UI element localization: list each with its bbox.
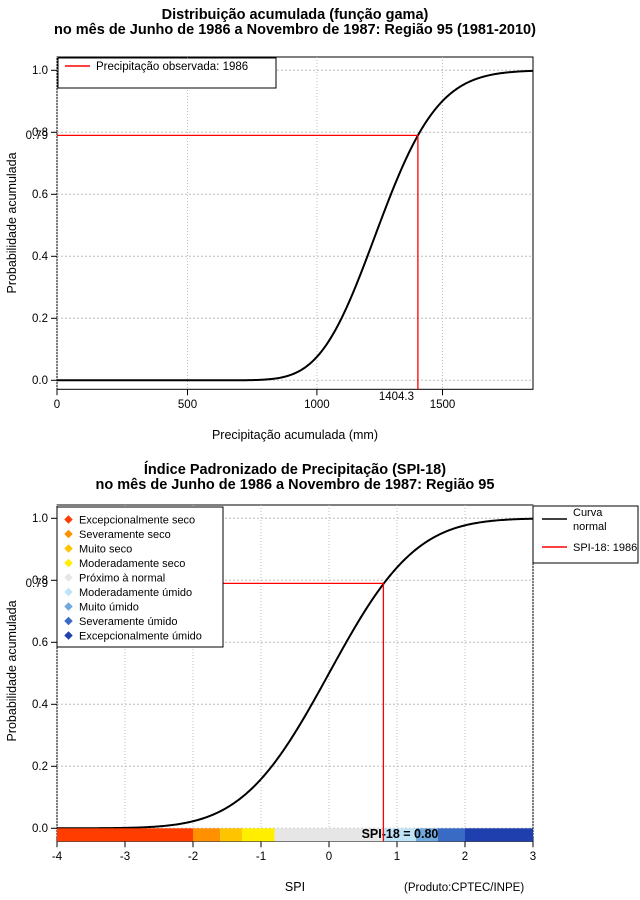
svg-text:Curva: Curva <box>573 507 603 519</box>
svg-text:0.0: 0.0 <box>32 823 48 835</box>
svg-text:Precipitação acumulada (mm): Precipitação acumulada (mm) <box>212 428 378 442</box>
svg-text:0.0: 0.0 <box>32 375 48 387</box>
svg-text:0.4: 0.4 <box>32 251 49 263</box>
svg-text:Excepcionalmente seco: Excepcionalmente seco <box>79 515 195 527</box>
svg-text:0.2: 0.2 <box>32 313 48 325</box>
svg-text:3: 3 <box>530 851 536 863</box>
svg-text:1: 1 <box>394 851 400 863</box>
svg-text:no mês de Junho de 1986 a Nove: no mês de Junho de 1986 a Novembro de 19… <box>96 477 495 493</box>
svg-text:(Produto:CPTEC/INPE): (Produto:CPTEC/INPE) <box>404 882 524 894</box>
svg-text:500: 500 <box>178 399 197 411</box>
svg-text:0.2: 0.2 <box>32 761 48 773</box>
svg-text:0.6: 0.6 <box>32 637 48 649</box>
svg-text:2: 2 <box>462 851 468 863</box>
svg-text:0.79: 0.79 <box>26 130 48 142</box>
svg-text:-1: -1 <box>256 851 266 863</box>
svg-text:Severamente seco: Severamente seco <box>79 529 171 541</box>
svg-text:Precipitação observada: 1986: Precipitação observada: 1986 <box>96 61 248 73</box>
svg-text:-3: -3 <box>120 851 130 863</box>
svg-text:Índice Padronizado de Precipit: Índice Padronizado de Precipitação (SPI-… <box>144 461 446 478</box>
svg-text:0: 0 <box>54 399 60 411</box>
svg-text:SPI: SPI <box>285 880 305 894</box>
svg-text:SPI-18: 1986: SPI-18: 1986 <box>573 542 637 554</box>
svg-text:0.79: 0.79 <box>26 578 48 590</box>
svg-text:1.0: 1.0 <box>32 65 48 77</box>
svg-text:normal: normal <box>573 521 607 533</box>
svg-text:-4: -4 <box>52 851 63 863</box>
svg-text:0: 0 <box>326 851 332 863</box>
svg-text:1500: 1500 <box>430 399 456 411</box>
svg-text:SPI-18 = 0.80: SPI-18 = 0.80 <box>362 827 439 841</box>
svg-text:Muito seco: Muito seco <box>79 544 132 556</box>
svg-text:Severamente úmido: Severamente úmido <box>79 616 177 628</box>
svg-text:-2: -2 <box>188 851 198 863</box>
svg-text:Probabilidade acumulada: Probabilidade acumulada <box>5 600 19 741</box>
svg-text:Muito úmido: Muito úmido <box>79 602 139 614</box>
svg-text:Probabilidade acumulada: Probabilidade acumulada <box>5 152 19 293</box>
svg-text:0.6: 0.6 <box>32 189 48 201</box>
svg-text:1.0: 1.0 <box>32 513 48 525</box>
svg-text:0.4: 0.4 <box>32 699 49 711</box>
svg-text:1000: 1000 <box>304 399 330 411</box>
svg-text:Distribuição acumulada (função: Distribuição acumulada (função gama) <box>162 7 429 23</box>
svg-text:1404.3: 1404.3 <box>379 391 414 403</box>
svg-text:Moderadamente úmido: Moderadamente úmido <box>79 587 192 599</box>
svg-text:Excepcionalmente úmido: Excepcionalmente úmido <box>79 631 202 643</box>
svg-text:Moderadamente seco: Moderadamente seco <box>79 558 185 570</box>
svg-text:no mês de Junho de 1986 a Nove: no mês de Junho de 1986 a Novembro de 19… <box>54 22 536 38</box>
svg-text:Próximo à normal: Próximo à normal <box>79 573 165 585</box>
